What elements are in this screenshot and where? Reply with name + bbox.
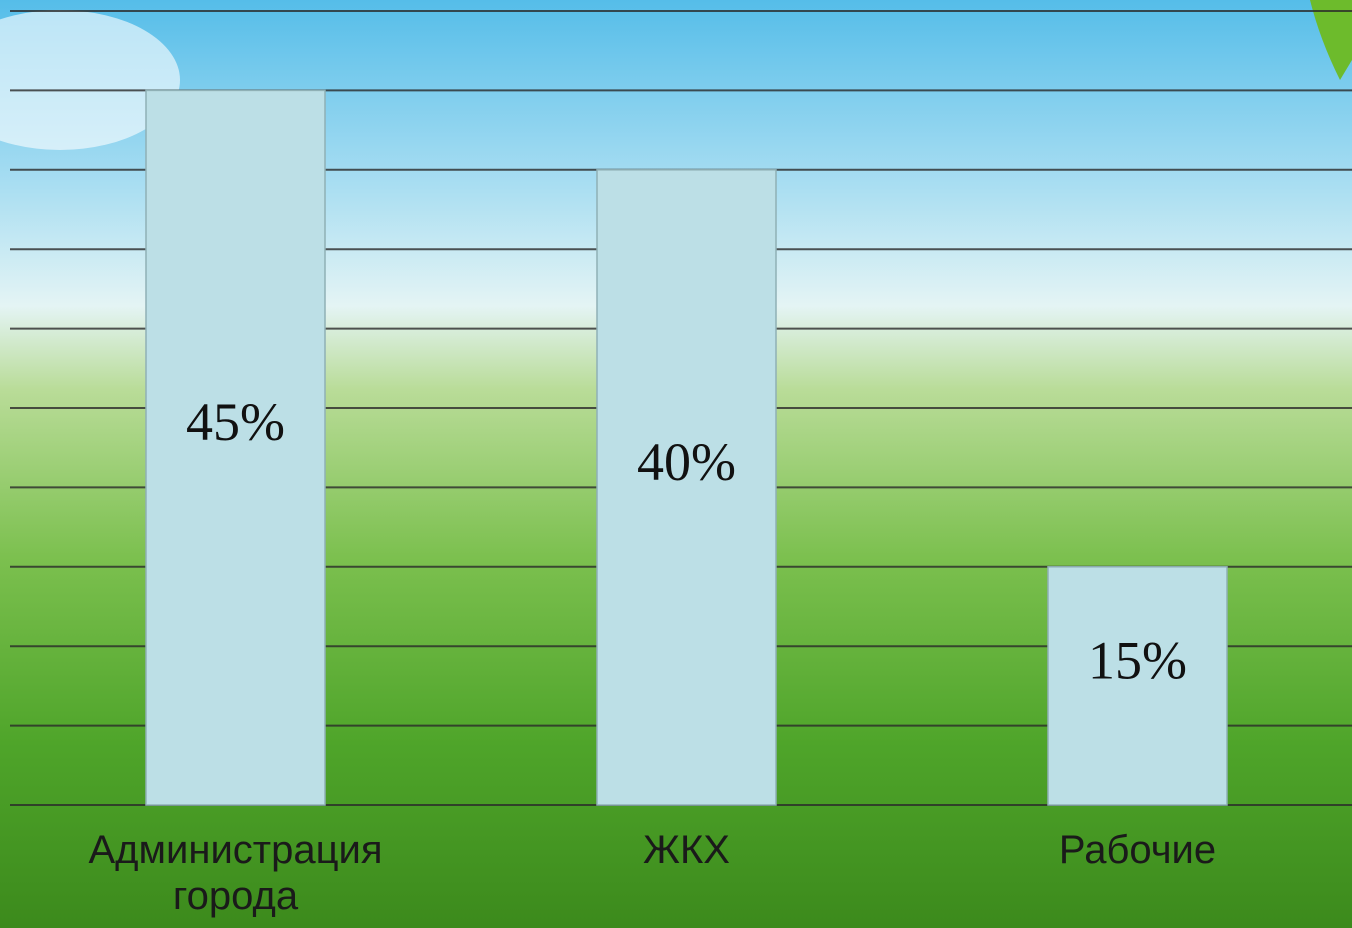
value-label: 45%: [186, 392, 285, 452]
value-label: 15%: [1088, 630, 1187, 690]
bar: [145, 89, 326, 806]
leaf: [1310, 0, 1352, 80]
bar: [1047, 566, 1228, 806]
cloud: [0, 10, 180, 150]
bar: [596, 169, 777, 806]
x-tick-label: ЖКХ: [643, 828, 730, 872]
x-tick-label: Рабочие: [1058, 828, 1217, 872]
value-label: 40%: [637, 432, 736, 492]
x-tick-label: Администрация города: [88, 828, 383, 918]
